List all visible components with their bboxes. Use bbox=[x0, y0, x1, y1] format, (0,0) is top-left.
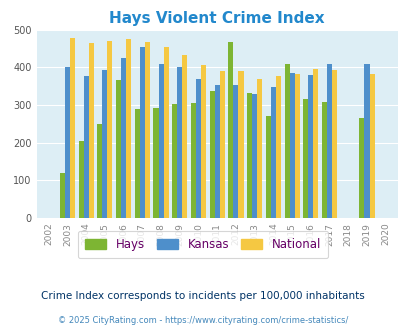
Bar bbox=[83, 76, 88, 218]
Bar bbox=[313, 69, 318, 218]
Bar bbox=[209, 91, 214, 218]
Bar bbox=[369, 74, 374, 218]
Bar bbox=[97, 124, 102, 218]
Bar bbox=[177, 67, 182, 218]
Bar bbox=[182, 55, 187, 218]
Bar bbox=[284, 64, 289, 218]
Bar bbox=[326, 64, 331, 218]
Bar bbox=[289, 73, 294, 218]
Bar bbox=[265, 116, 270, 218]
Bar bbox=[270, 87, 275, 218]
Bar bbox=[60, 173, 65, 218]
Text: © 2025 CityRating.com - https://www.cityrating.com/crime-statistics/: © 2025 CityRating.com - https://www.city… bbox=[58, 316, 347, 325]
Bar bbox=[158, 64, 163, 218]
Bar bbox=[134, 109, 139, 218]
Bar bbox=[107, 41, 112, 218]
Text: Crime Index corresponds to incidents per 100,000 inhabitants: Crime Index corresponds to incidents per… bbox=[41, 291, 364, 301]
Bar bbox=[121, 58, 126, 218]
Bar bbox=[200, 65, 206, 218]
Bar bbox=[145, 42, 149, 218]
Bar bbox=[364, 64, 369, 218]
Bar bbox=[70, 38, 75, 218]
Bar bbox=[172, 104, 177, 218]
Bar bbox=[247, 92, 252, 218]
Bar bbox=[228, 42, 233, 218]
Bar bbox=[116, 81, 121, 218]
Bar bbox=[88, 43, 94, 218]
Bar bbox=[102, 70, 107, 218]
Bar bbox=[139, 48, 145, 218]
Bar bbox=[275, 76, 280, 218]
Bar bbox=[219, 71, 224, 218]
Bar bbox=[214, 84, 219, 218]
Bar bbox=[190, 103, 196, 218]
Bar bbox=[307, 75, 313, 218]
Bar bbox=[358, 118, 364, 218]
Bar bbox=[126, 40, 131, 218]
Bar bbox=[79, 141, 83, 218]
Bar bbox=[153, 108, 158, 218]
Bar bbox=[252, 94, 256, 218]
Bar bbox=[233, 84, 238, 218]
Bar bbox=[303, 99, 307, 218]
Bar bbox=[238, 71, 243, 218]
Bar bbox=[256, 79, 262, 218]
Bar bbox=[65, 67, 70, 218]
Bar bbox=[321, 102, 326, 218]
Bar bbox=[294, 74, 299, 218]
Bar bbox=[331, 70, 336, 218]
Bar bbox=[196, 79, 200, 218]
Title: Hays Violent Crime Index: Hays Violent Crime Index bbox=[109, 11, 324, 26]
Legend: Hays, Kansas, National: Hays, Kansas, National bbox=[78, 231, 327, 258]
Bar bbox=[163, 47, 168, 218]
